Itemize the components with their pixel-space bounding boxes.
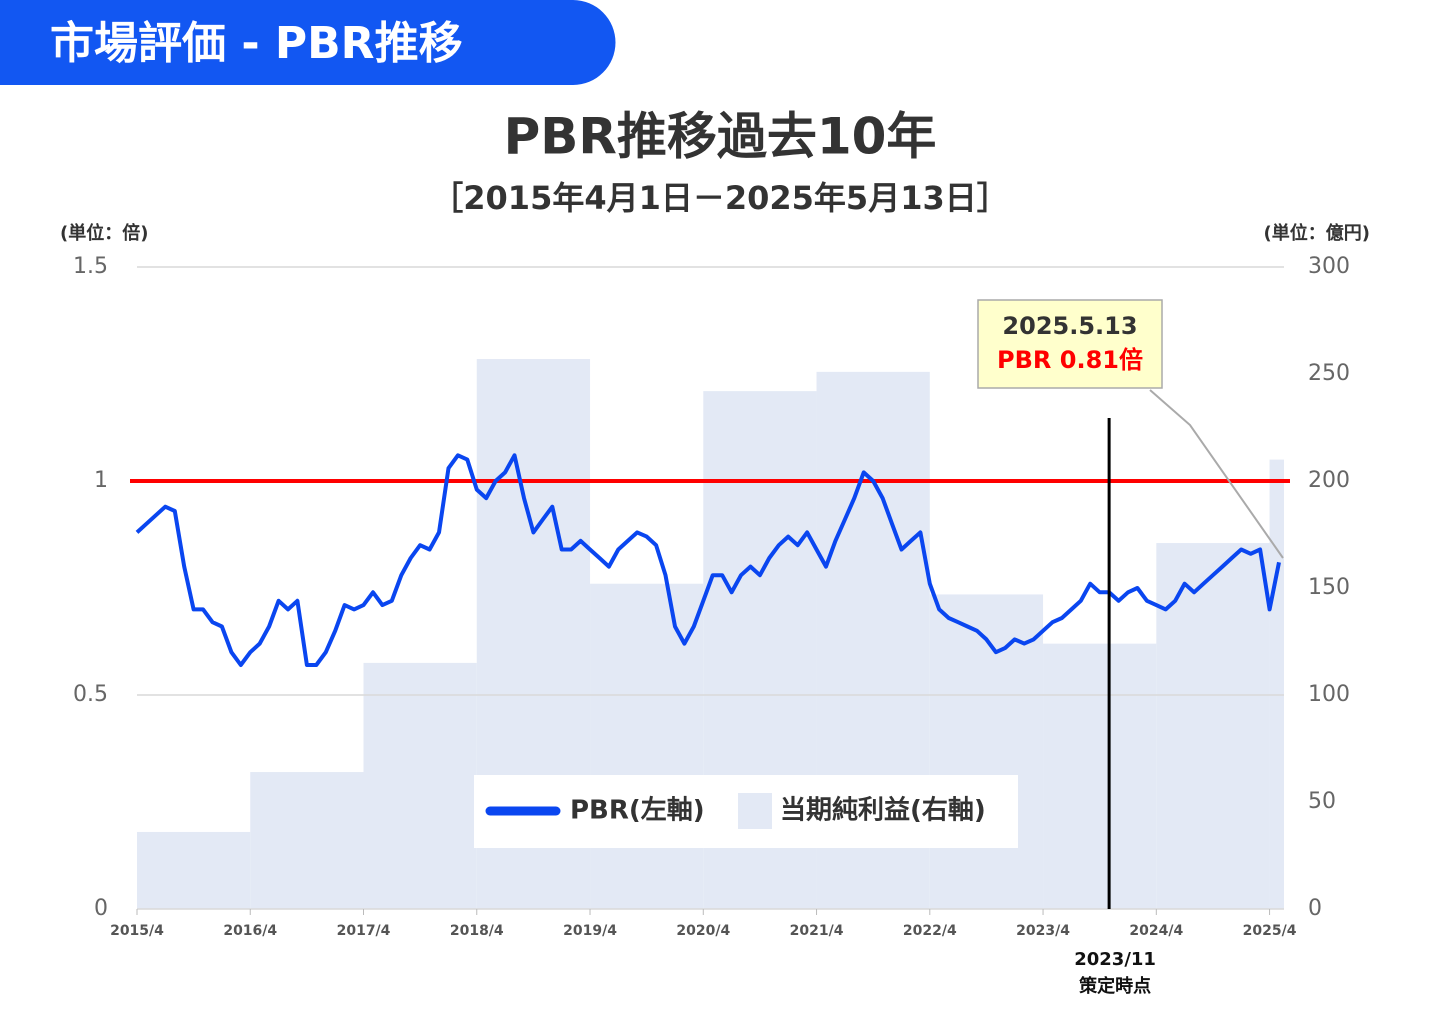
annotation-box — [977, 299, 1163, 389]
x-tick-label: 2021/4 — [790, 923, 844, 939]
y2-tick-label: 100 — [1308, 682, 1350, 707]
x-tick-label: 2025/4 — [1243, 923, 1297, 939]
pbr-line — [135, 453, 1281, 667]
x-tick-label: 2020/4 — [676, 923, 730, 939]
leader-line — [1149, 389, 1284, 559]
bar — [250, 772, 364, 909]
marker-label: 策定時点 — [1079, 975, 1151, 997]
x-tick-label: 2022/4 — [903, 923, 957, 939]
legend-label: 当期純利益(右軸) — [780, 795, 986, 826]
chart-subtitle: ［2015年4月1日－2025年5月13日］ — [431, 179, 1008, 217]
annotation-text: PBR 0.81倍 — [997, 346, 1143, 374]
bar — [363, 662, 477, 909]
bar — [1156, 543, 1270, 909]
chart-title: PBR推移過去10年 — [504, 108, 937, 166]
x-tick-label: 2016/4 — [223, 923, 277, 939]
x-tick-label: 2015/4 — [110, 923, 164, 939]
y2-tick-label: 0 — [1308, 896, 1322, 921]
x-tick-label: 2023/4 — [1016, 923, 1070, 939]
legend-label: PBR(左軸) — [570, 795, 705, 826]
y2-tick-label: 50 — [1308, 789, 1336, 814]
marker-date: 2023/11 — [1074, 949, 1156, 970]
x-tick-label: 2017/4 — [337, 923, 391, 939]
annotation: 2025.5.13 PBR 0.81倍 — [977, 299, 1284, 559]
y2-tick-label: 300 — [1308, 254, 1350, 279]
y-tick-label: 0.5 — [73, 682, 108, 707]
y2-tick-label: 250 — [1308, 361, 1350, 386]
y2-axis-label: (単位：億円) — [1264, 222, 1370, 244]
legend: PBR(左軸) 当期純利益(右軸) — [474, 775, 1018, 848]
annotation-date: 2025.5.13 — [1002, 312, 1137, 340]
legend-swatch — [738, 793, 772, 829]
y-axis-label: (単位：倍) — [60, 222, 148, 244]
y-tick-label: 0 — [94, 896, 108, 921]
bar — [1269, 459, 1284, 909]
bar — [929, 594, 1044, 909]
x-tick-label: 2019/4 — [563, 923, 617, 939]
bar — [137, 831, 251, 909]
x-tick-label: 2018/4 — [450, 923, 504, 939]
bar — [1043, 643, 1157, 909]
y2-tick-label: 150 — [1308, 575, 1350, 600]
bar — [590, 583, 704, 909]
header-tab — [0, 0, 616, 85]
x-tick-label: 2024/4 — [1129, 923, 1183, 939]
y-tick-label: 1 — [94, 468, 108, 493]
y-tick-label: 1.5 — [73, 254, 108, 279]
y2-tick-label: 200 — [1308, 468, 1350, 493]
header-title: 市場評価 - PBR推移 — [50, 18, 463, 69]
